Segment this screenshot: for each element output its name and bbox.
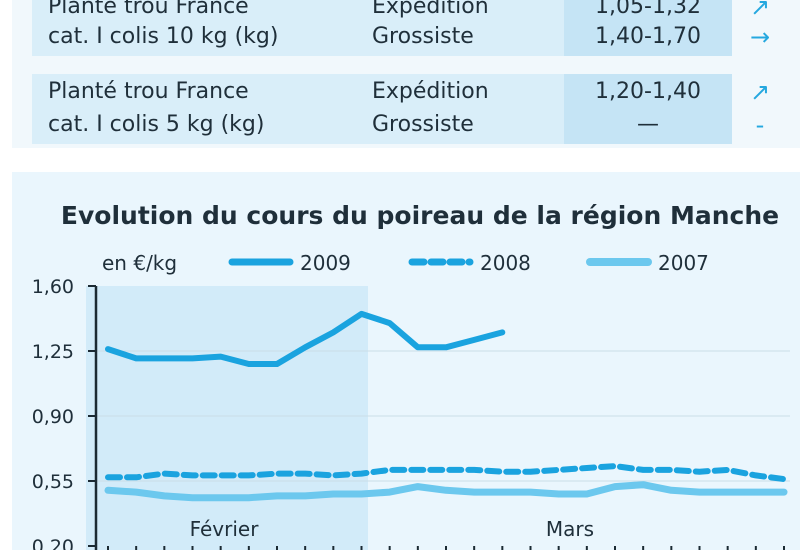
axes: 1,60 1,25 0,90 0,55 0,20: [32, 276, 785, 554]
price-column-background: [564, 0, 732, 56]
stage-label: Expédition: [372, 0, 489, 19]
y-tick-label: 1,25: [32, 341, 74, 363]
y-tick-label: 0,20: [32, 536, 74, 550]
period-label-february: Février: [190, 517, 260, 541]
chart-title: Evolution du cours du poireau de la régi…: [61, 201, 779, 230]
legend-label-2007: 2007: [658, 251, 709, 275]
unit-label: en €/kg: [102, 251, 177, 275]
price-column-background: [564, 74, 732, 144]
legend-label-2008: 2008: [480, 251, 531, 275]
legend-label-2009: 2009: [300, 251, 351, 275]
price-chart: Evolution du cours du poireau de la régi…: [32, 201, 790, 554]
trend-up-icon: ↗: [749, 0, 771, 21]
y-tick-label: 0,55: [32, 471, 74, 493]
series-line-2009: [105, 310, 506, 367]
trend-flat-icon: →: [749, 23, 771, 51]
y-tick-label: 1,60: [32, 276, 74, 298]
grid: [96, 350, 790, 482]
series-line-2008: [105, 463, 787, 483]
price-range: 1,05-1,32: [595, 0, 701, 19]
price-range: 1,20-1,40: [595, 79, 701, 104]
product-line-1: Planté trou France: [48, 0, 249, 19]
product-line-1: Planté trou France: [48, 79, 249, 104]
price-range: 1,40-1,70: [595, 24, 701, 49]
price-range: —: [637, 112, 659, 137]
stage-label: Grossiste: [372, 24, 474, 49]
series-line-2007: [104, 481, 788, 502]
chart-panel: Evolution du cours du poireau de la régi…: [12, 172, 800, 554]
february-shade: [86, 286, 368, 554]
table-row: Planté trou France cat. I colis 5 kg (kg…: [32, 74, 800, 144]
stage-label: Grossiste: [372, 112, 474, 137]
price-table: Planté trou France cat. I colis 10 kg (k…: [12, 0, 800, 148]
table-row: Planté trou France cat. I colis 10 kg (k…: [32, 0, 800, 56]
stage-label: Expédition: [372, 79, 489, 104]
trend-up-icon: ↗: [749, 78, 771, 106]
period-label-march: Mars: [546, 517, 594, 541]
legend: 2009 2008 2007: [228, 251, 709, 275]
product-line-2: cat. I colis 5 kg (kg): [48, 112, 265, 137]
series-layer: [104, 310, 788, 502]
trend-none-icon: -: [755, 111, 765, 139]
y-tick-label: 0,90: [32, 406, 74, 428]
product-line-2: cat. I colis 10 kg (kg): [48, 24, 279, 49]
